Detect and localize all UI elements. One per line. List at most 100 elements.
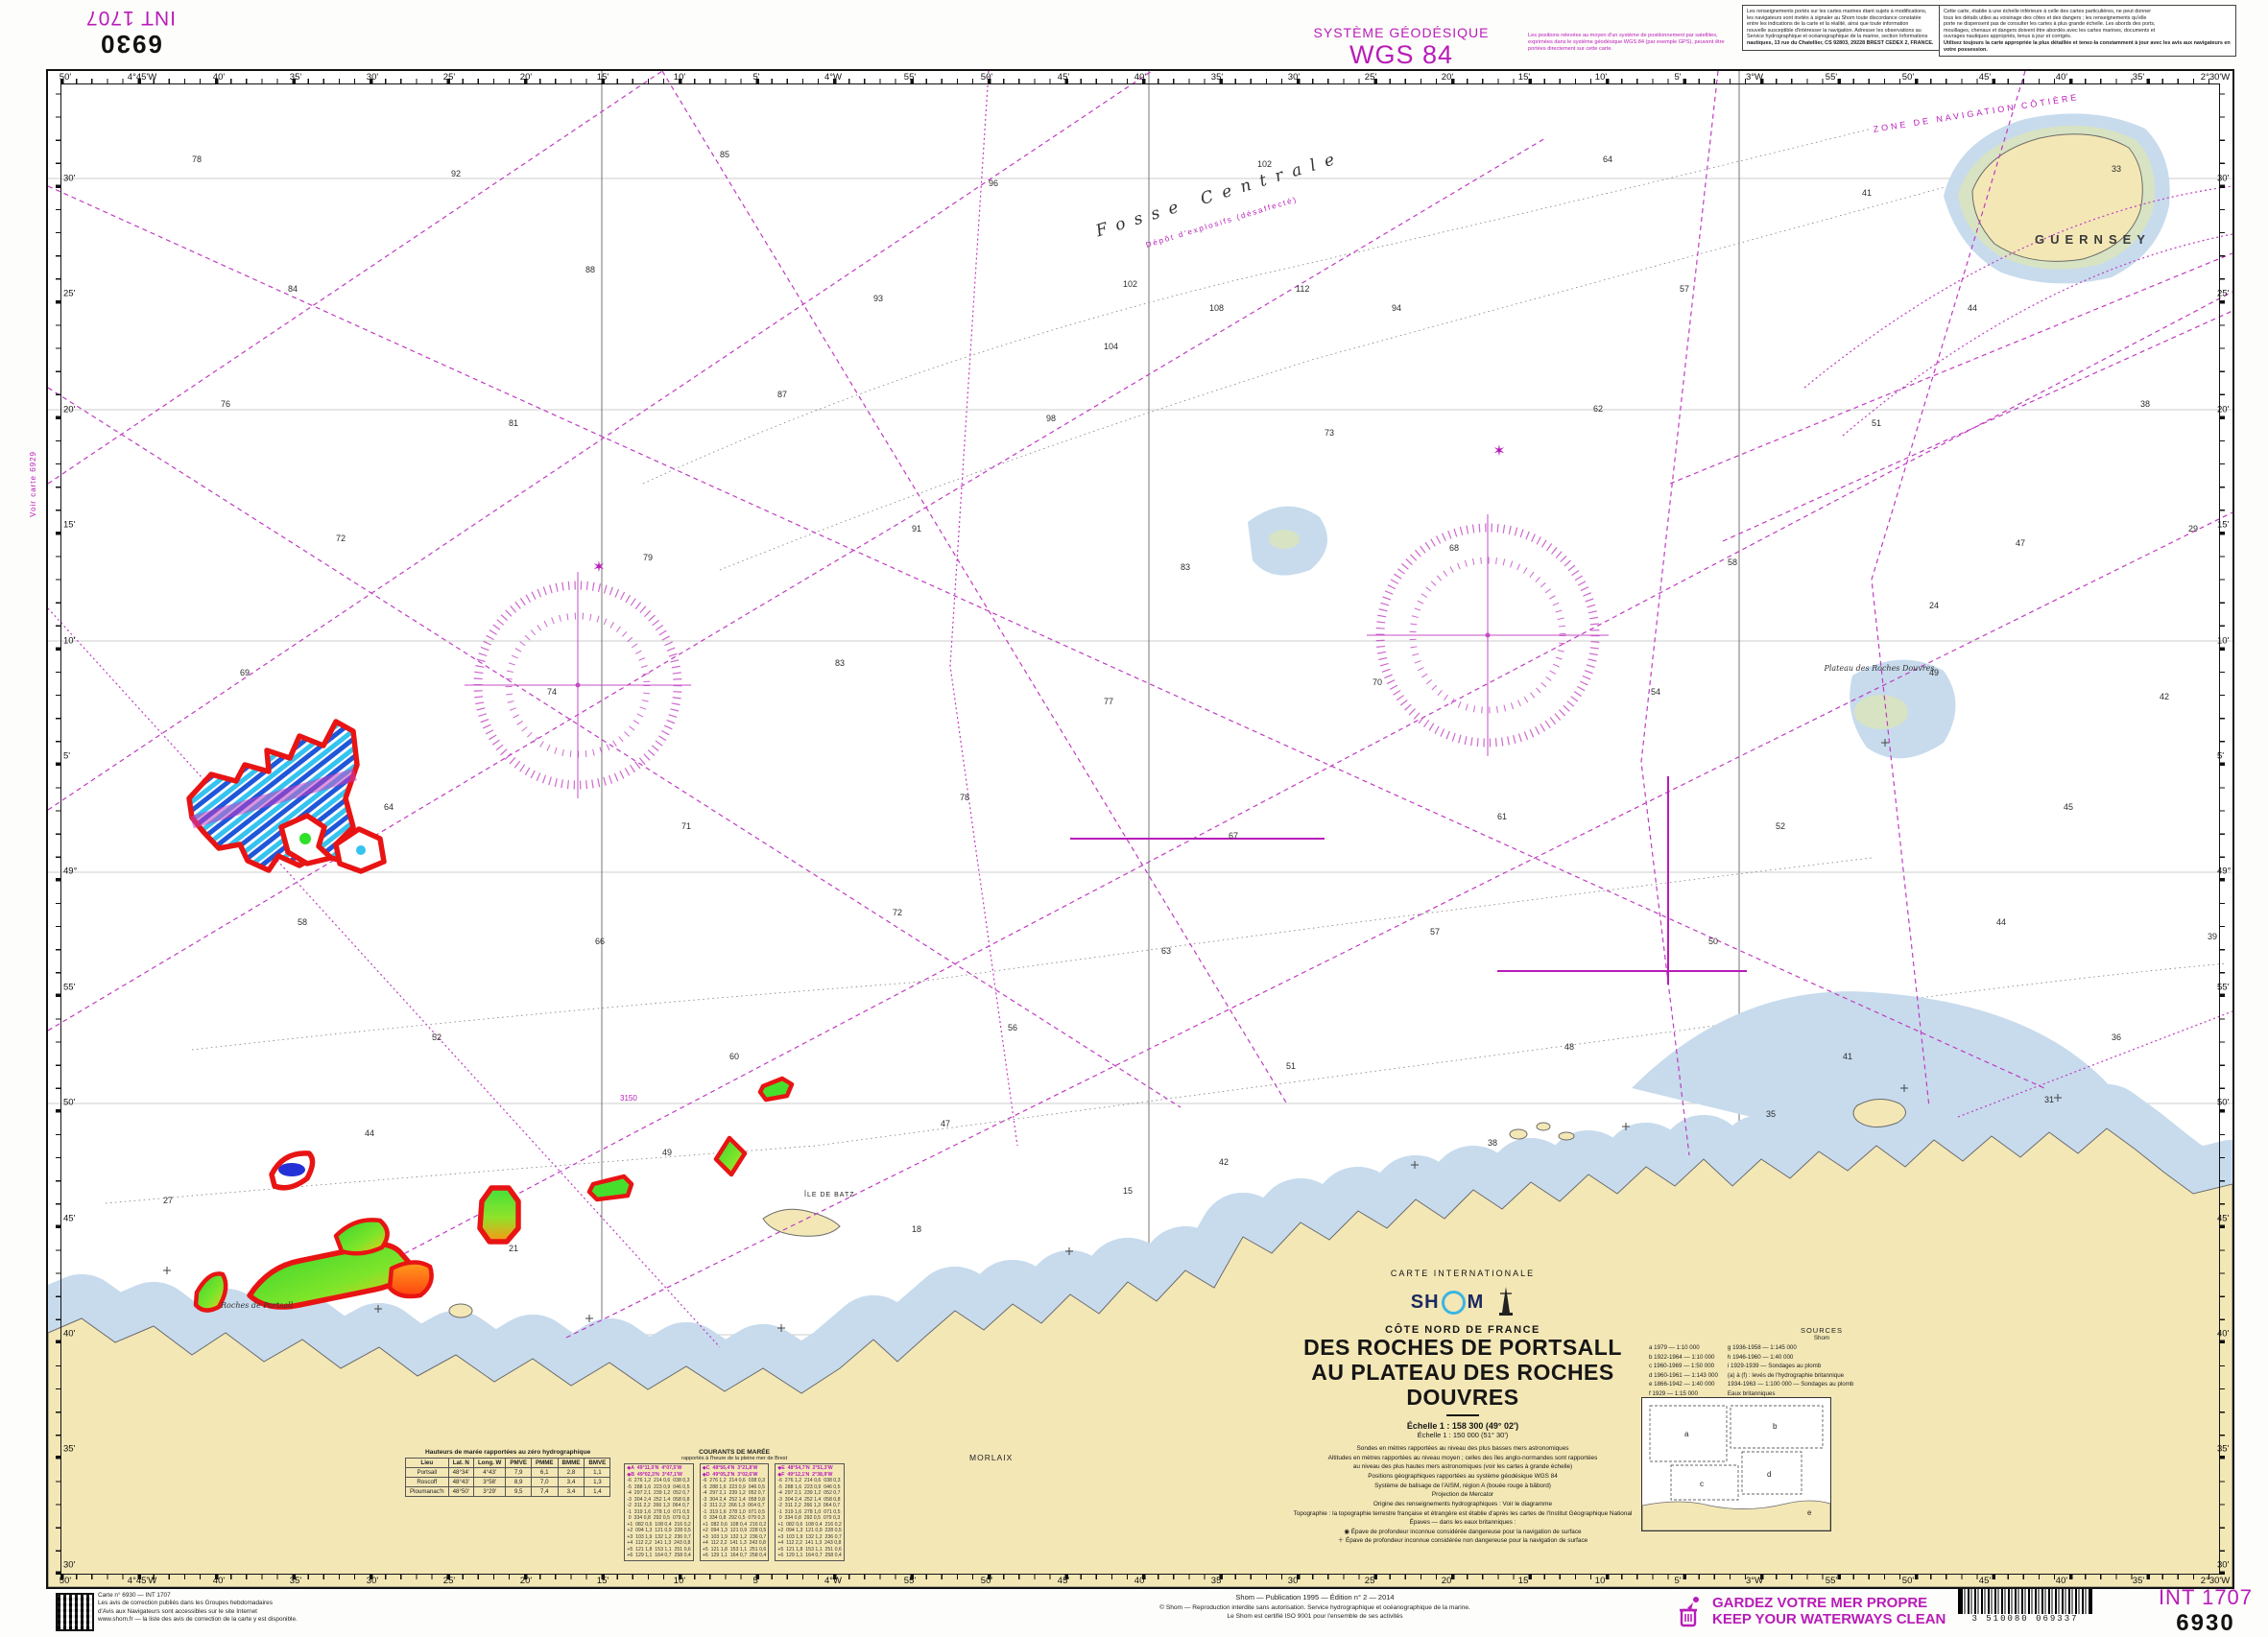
sounding-value: 77 bbox=[1104, 697, 1113, 706]
intertidal-patches bbox=[1269, 530, 1908, 729]
correction-note: Carte n° 6930 — INT 1707 Les avis de corr… bbox=[98, 1592, 443, 1624]
current-station: ◆C 48°56,4'N 3°21,8'W bbox=[702, 1465, 758, 1471]
label-roches-portsall: Roches de Portsall bbox=[221, 1301, 294, 1310]
sounding-value: 87 bbox=[777, 390, 787, 399]
tide-col-header: BMME bbox=[557, 1458, 585, 1468]
tide-table-title: Hauteurs de marée rapportées au zéro hyd… bbox=[425, 1449, 591, 1456]
int-number-rotated: INT 1707 bbox=[85, 7, 176, 29]
sounding-value: 52 bbox=[1776, 821, 1785, 831]
current-row: +5 121 1,8 153 1,1 251 0,6 bbox=[702, 1546, 767, 1553]
tide-cell: 6,1 bbox=[530, 1467, 559, 1478]
text-line: Projection de Mercator bbox=[1431, 1491, 1494, 1499]
tidal-currents-block: COURANTS DE MARÉE rapportés à l'heure de… bbox=[624, 1449, 845, 1564]
sounding-value: 60 bbox=[729, 1052, 739, 1061]
chart-number-block: INT 1707 6930 bbox=[2148, 1585, 2263, 1637]
current-row: -1 319 1,6 278 1,0 071 0,5 bbox=[627, 1508, 690, 1515]
sounding-value: 45 bbox=[2064, 802, 2073, 812]
text-line: Origine des renseignements hydrographiqu… bbox=[1373, 1500, 1553, 1507]
sounding-value: 88 bbox=[585, 265, 595, 274]
current-row: +1 082 0,6 108 0,4 216 0,2 bbox=[702, 1521, 767, 1528]
sounding-value: 104 bbox=[1104, 342, 1118, 351]
current-row: +4 112 2,2 141 1,3 243 0,8 bbox=[702, 1540, 766, 1546]
current-row: +2 094 1,3 121 0,9 228 0,5 bbox=[627, 1528, 691, 1533]
survey-overlay-patches bbox=[186, 719, 795, 1313]
chart-number-rotated: 6930 bbox=[99, 30, 162, 59]
tide-col-header: Long. W bbox=[472, 1458, 507, 1468]
int-number: INT 1707 bbox=[2158, 1585, 2254, 1609]
islands bbox=[448, 1099, 1906, 1318]
text-line: Les renseignements portés sur les cartes… bbox=[1747, 9, 1927, 14]
sounding-value: 73 bbox=[1325, 428, 1334, 438]
sounding-value: 64 bbox=[1603, 154, 1612, 164]
sounding-value: 33 bbox=[2112, 164, 2121, 174]
current-row: +5 121 1,8 153 1,1 251 0,6 bbox=[627, 1546, 691, 1553]
tide-cell: 3°29' bbox=[472, 1486, 507, 1497]
geodesy-block: SYSTÈME GÉODÉSIQUE WGS 84 bbox=[1286, 25, 1516, 70]
current-row: 0 334 0,8 292 0,5 079 0,3 bbox=[627, 1515, 690, 1521]
sounding-value: 18 bbox=[912, 1224, 921, 1234]
text-line: Système de balisage de l'AISM, région A … bbox=[1374, 1482, 1551, 1489]
sounding-value: 83 bbox=[835, 658, 845, 668]
tide-col-header: Lieu bbox=[405, 1458, 449, 1468]
tickband-bottom bbox=[60, 1575, 2220, 1579]
sounding-value: 62 bbox=[1593, 404, 1603, 414]
current-row: +5 121 1,8 153 1,1 251 0,6 bbox=[777, 1546, 842, 1553]
sounding-value: 47 bbox=[941, 1119, 950, 1128]
tide-cell: 2,8 bbox=[557, 1467, 585, 1478]
svg-text:b: b bbox=[1773, 1422, 1778, 1431]
title-divider bbox=[1446, 1414, 1479, 1417]
svg-text:✶: ✶ bbox=[1492, 443, 1505, 460]
sounding-value: 66 bbox=[595, 937, 605, 946]
sounding-value: 64 bbox=[384, 802, 394, 812]
scale-primary: Échelle 1 : 158 300 (49° 02') bbox=[1406, 1421, 1519, 1432]
current-station: ◆D 49°05,2'N 3°02,6'W bbox=[702, 1471, 758, 1478]
label-cable-number: 3150 bbox=[620, 1094, 637, 1103]
current-row: +1 082 0,6 108 0,4 216 0,2 bbox=[777, 1521, 842, 1528]
current-row: +6 129 1,1 164 0,7 258 0,4 bbox=[777, 1553, 842, 1558]
current-table: ◆C 48°56,4'N 3°21,8'W ◆D 49°05,2'N 3°02,6… bbox=[699, 1463, 770, 1561]
sounding-value: 50 bbox=[1708, 937, 1718, 946]
sources-org: Shom bbox=[1813, 1335, 1830, 1341]
current-station: ◆F 49°12,1'N 2°38,9'W bbox=[777, 1471, 833, 1478]
sounding-value: 112 bbox=[1296, 284, 1309, 294]
current-station: ◆E 48°54,7'N 2°51,3'W bbox=[777, 1465, 833, 1471]
sounding-value: 51 bbox=[1286, 1061, 1296, 1071]
current-row: -4 297 2,1 239 1,2 052 0,7 bbox=[702, 1490, 765, 1496]
sounding-value: 58 bbox=[298, 917, 307, 927]
current-row: -4 297 2,1 239 1,2 052 0,7 bbox=[777, 1490, 841, 1496]
sources-block: SOURCES Shom a 1979 — 1:10 000 b 1922-196… bbox=[1649, 1326, 1994, 1399]
text-line: Utilisez toujours la carte appropriée la… bbox=[1944, 39, 2231, 53]
current-row: -5 288 1,6 223 0,9 046 0,5 bbox=[627, 1483, 690, 1490]
text-line: Le Shom est certifié ISO 9001 pour l'ens… bbox=[1227, 1613, 1403, 1621]
sounding-value: 44 bbox=[1996, 917, 2006, 927]
chart-title-line1: DES ROCHES DE PORTSALL bbox=[1303, 1335, 1622, 1360]
sounding-value: 48 bbox=[1564, 1042, 1574, 1052]
lighthouse-icon bbox=[1499, 1287, 1514, 1316]
rock-symbols bbox=[163, 739, 2062, 1332]
sounding-value: 108 bbox=[1209, 303, 1224, 313]
tide-row: Ploumanac'h 48°50' 3°29' 9,5 7,4 3,4 1,4 bbox=[405, 1486, 611, 1497]
text-line: nautiques, 13 rue du Chatellier, CS 9280… bbox=[1747, 39, 1934, 46]
adjacent-chart-note: Voir carte 6929 bbox=[29, 451, 37, 517]
sounding-value: 49 bbox=[662, 1148, 672, 1157]
sounding-value: 71 bbox=[681, 821, 691, 831]
text-line: les navigateurs sont invités à signaler … bbox=[1747, 14, 1922, 21]
keep-clean-en: KEEP YOUR WATERWAYS CLEAN bbox=[1712, 1611, 1946, 1628]
chart-area[interactable]: ✶ ✶ 78 92 85 96 bbox=[46, 69, 2234, 1589]
chart-title-line2: AU PLATEAU DES ROCHES DOUVRES bbox=[1311, 1359, 1614, 1410]
text-line: Sondes en mètres rapportées au niveau de… bbox=[1356, 1445, 1569, 1453]
sounding-value: 54 bbox=[1651, 687, 1660, 697]
sounding-value: 94 bbox=[1392, 303, 1401, 313]
svg-text:d: d bbox=[1767, 1470, 1771, 1479]
tide-cell: Roscoff bbox=[405, 1477, 449, 1487]
text-line: tous les détails utiles au voisinage des… bbox=[1944, 14, 2147, 21]
text-line: mouillages, chenaux et dangers doivent ê… bbox=[1944, 27, 2156, 34]
title-block: CARTE INTERNATIONALE SH M CÔTE NORD DE FR… bbox=[1286, 1269, 1639, 1546]
text-line: ouvrages nautiques appropriés, tenus à j… bbox=[1944, 34, 2072, 40]
sounding-value: 42 bbox=[2160, 692, 2169, 701]
sounding-value: 72 bbox=[336, 534, 346, 543]
sounding-value: 49 bbox=[1929, 668, 1939, 677]
svg-text:c: c bbox=[1700, 1480, 1704, 1488]
current-row: 0 334 0,8 292 0,5 079 0,3 bbox=[702, 1515, 765, 1521]
sounding-value: 67 bbox=[1229, 831, 1238, 841]
